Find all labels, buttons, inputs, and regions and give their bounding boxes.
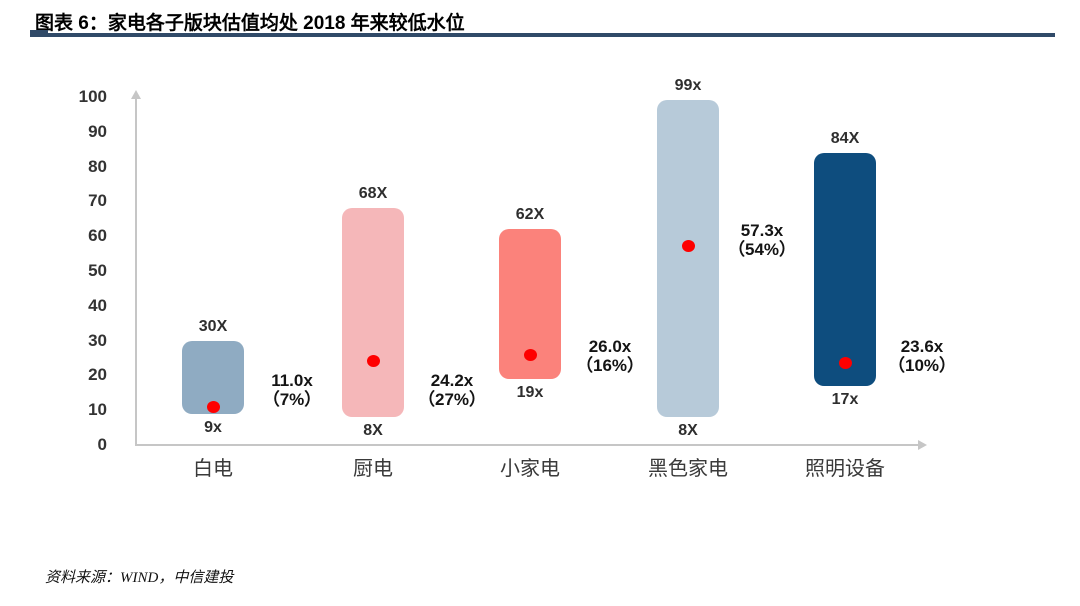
- bar-max-label: 99x: [674, 77, 702, 95]
- percentile-label: （10%）: [887, 356, 957, 375]
- bar-min-label: 8X: [678, 422, 698, 440]
- y-tick-label: 10: [88, 400, 107, 420]
- current-multiple-label: 26.0x: [588, 337, 632, 356]
- current-marker-dot: [681, 239, 695, 252]
- bar-min-label: 17x: [831, 390, 859, 408]
- current-multiple-label: 24.2x: [430, 371, 474, 390]
- current-value-annotation: 23.6x （10%）: [867, 337, 977, 375]
- current-multiple-label: 57.3x: [740, 221, 784, 240]
- y-tick-label: 0: [97, 435, 107, 454]
- source-note: 资料来源：WIND，中信建投: [45, 570, 234, 586]
- bar-min-label: 9x: [204, 418, 222, 436]
- current-marker-dot: [523, 348, 537, 361]
- current-marker-dot: [206, 400, 220, 413]
- bar-min-label: 19x: [516, 383, 544, 401]
- y-tick-label: 20: [88, 365, 107, 385]
- bar-max-label: 30X: [198, 317, 228, 335]
- current-multiple-label: 23.6x: [900, 337, 944, 356]
- current-multiple-label: 11.0x: [271, 371, 313, 390]
- percentile-label: （54%）: [727, 240, 797, 259]
- percentile-label: （27%）: [417, 390, 487, 409]
- range-bar: [342, 208, 404, 417]
- range-bar: [814, 153, 876, 386]
- title-underline: [30, 33, 1055, 37]
- y-tick-label: 80: [88, 156, 107, 176]
- category-label: 白电: [193, 458, 233, 480]
- current-value-annotation: 24.2x （27%）: [397, 371, 507, 409]
- x-axis-arrow-icon: [918, 440, 927, 450]
- bar-min-label: 8X: [363, 422, 383, 440]
- y-tick-label: 100: [78, 87, 107, 106]
- y-tick-label: 30: [88, 330, 107, 350]
- current-marker-dot: [366, 354, 380, 367]
- category-label: 小家电: [500, 458, 560, 480]
- bar-max-label: 84X: [830, 129, 860, 147]
- y-axis-arrow-icon: [131, 90, 141, 99]
- bar-max-label: 62X: [515, 206, 545, 224]
- percentile-label: （7%）: [262, 390, 322, 409]
- bar-max-label: 68X: [358, 185, 388, 203]
- y-tick-label: 70: [88, 191, 107, 211]
- current-marker-dot: [838, 356, 852, 369]
- category-label: 厨电: [353, 458, 393, 480]
- current-value-annotation: 26.0x （16%）: [555, 337, 665, 375]
- percentile-label: （16%）: [575, 356, 645, 375]
- category-label: 黑色家电: [648, 458, 728, 480]
- y-tick-label: 50: [88, 261, 107, 280]
- current-value-annotation: 57.3x （54%）: [707, 221, 817, 259]
- y-axis-line: [135, 98, 137, 445]
- x-axis-line: [135, 444, 920, 446]
- figure-title: 图表 6：家电各子版块估值均处 2018 年来较低水位: [35, 13, 465, 34]
- range-bar: [657, 100, 719, 417]
- y-tick-label: 60: [88, 226, 107, 246]
- y-tick-label: 90: [88, 121, 107, 141]
- category-label: 照明设备: [805, 458, 885, 480]
- current-value-annotation: 11.0x （7%）: [237, 371, 347, 409]
- y-tick-label: 40: [88, 295, 107, 315]
